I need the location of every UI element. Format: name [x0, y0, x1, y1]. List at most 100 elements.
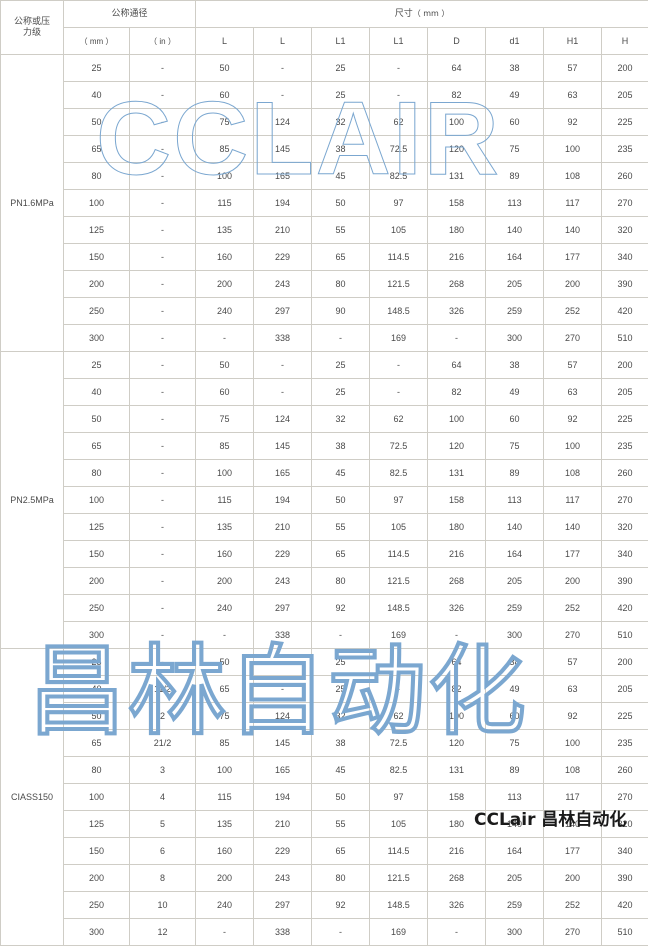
cell-d1: 75	[486, 730, 544, 757]
cell-D: 120	[428, 730, 486, 757]
cell-L: 145	[254, 136, 312, 163]
cell-L-red: 160	[196, 244, 254, 271]
cell-L-red: 115	[196, 784, 254, 811]
cell-H1: 63	[544, 676, 602, 703]
cell-bore-in: 11/2	[130, 676, 196, 703]
cell-bore-in: -	[130, 190, 196, 217]
cell-L1: 62	[370, 703, 428, 730]
cell-bore-in: -	[130, 298, 196, 325]
cell-L1-red: 38	[312, 730, 370, 757]
cell-bore-in: 4	[130, 784, 196, 811]
cell-L1: 121.5	[370, 865, 428, 892]
header-unit-mm: （ mm ）	[64, 28, 130, 55]
cell-L-red: 85	[196, 433, 254, 460]
cell-d1: 164	[486, 244, 544, 271]
cell-L1-red: 25	[312, 82, 370, 109]
cell-L1: 72.5	[370, 433, 428, 460]
cell-bore-in: -	[130, 82, 196, 109]
cell-H: 390	[602, 865, 648, 892]
cell-d1: 49	[486, 676, 544, 703]
header-col-H: H	[602, 28, 648, 55]
cell-L1: 105	[370, 514, 428, 541]
cell-L1-red: 50	[312, 784, 370, 811]
cell-H: 510	[602, 325, 648, 352]
cell-bore-in: -	[130, 244, 196, 271]
cell-d1: 300	[486, 622, 544, 649]
cell-L-red: 85	[196, 136, 254, 163]
cell-H1: 270	[544, 919, 602, 946]
cell-bore-mm: 50	[64, 109, 130, 136]
cell-H: 205	[602, 379, 648, 406]
header-col-H1: H1	[544, 28, 602, 55]
cell-L-red: 115	[196, 190, 254, 217]
cell-D: 216	[428, 244, 486, 271]
cell-L-red: 240	[196, 298, 254, 325]
cell-L: 124	[254, 406, 312, 433]
cell-L-red: 50	[196, 649, 254, 676]
cell-H1: 177	[544, 244, 602, 271]
cell-H: 200	[602, 55, 648, 82]
group-label-0: PN1.6MPa	[1, 55, 64, 352]
cell-L-red: 160	[196, 541, 254, 568]
cell-L1-red: 32	[312, 406, 370, 433]
cell-H1: 92	[544, 109, 602, 136]
cell-d1: 49	[486, 82, 544, 109]
cell-L1-red: 45	[312, 757, 370, 784]
cell-L-red: 135	[196, 811, 254, 838]
cell-L1-red: 55	[312, 514, 370, 541]
cell-H: 200	[602, 649, 648, 676]
cell-bore-in: -	[130, 406, 196, 433]
cell-L-red: 200	[196, 865, 254, 892]
cell-L-red: 240	[196, 892, 254, 919]
cell-bore-in: -	[130, 55, 196, 82]
cell-H: 270	[602, 487, 648, 514]
cell-L1-red: 65	[312, 244, 370, 271]
cell-L: 229	[254, 244, 312, 271]
cell-L1: -	[370, 352, 428, 379]
cell-H: 225	[602, 703, 648, 730]
cell-D: 64	[428, 55, 486, 82]
cell-H: 320	[602, 217, 648, 244]
cell-L: -	[254, 55, 312, 82]
cell-d1: 140	[486, 217, 544, 244]
cell-bore-mm: 50	[64, 406, 130, 433]
cell-bore-mm: 250	[64, 298, 130, 325]
header-row-sub: （ mm ） （ in ） L L L1 L1 D d1 H1 H	[1, 28, 648, 55]
cell-H1: 92	[544, 406, 602, 433]
cell-D: 326	[428, 298, 486, 325]
cell-D: -	[428, 622, 486, 649]
cell-L1: 114.5	[370, 244, 428, 271]
cell-bore-mm: 100	[64, 487, 130, 514]
cell-D: 158	[428, 487, 486, 514]
cell-bore-in: -	[130, 136, 196, 163]
cell-d1: 140	[486, 811, 544, 838]
cell-L-red: 60	[196, 82, 254, 109]
cell-L1-red: 65	[312, 541, 370, 568]
cell-L: 194	[254, 190, 312, 217]
cell-L: 229	[254, 541, 312, 568]
cell-L1-red: 25	[312, 676, 370, 703]
cell-d1: 60	[486, 703, 544, 730]
cell-L1-red: 90	[312, 298, 370, 325]
cell-H1: 117	[544, 784, 602, 811]
cell-L-red: 240	[196, 595, 254, 622]
cell-bore-in: -	[130, 460, 196, 487]
cell-D: 82	[428, 676, 486, 703]
cell-H1: 63	[544, 82, 602, 109]
header-pressure-class-line1: 公称或压	[1, 17, 63, 27]
cell-d1: 89	[486, 757, 544, 784]
cell-d1: 205	[486, 568, 544, 595]
cell-bore-mm: 150	[64, 244, 130, 271]
cell-H: 235	[602, 433, 648, 460]
cell-H: 320	[602, 811, 648, 838]
